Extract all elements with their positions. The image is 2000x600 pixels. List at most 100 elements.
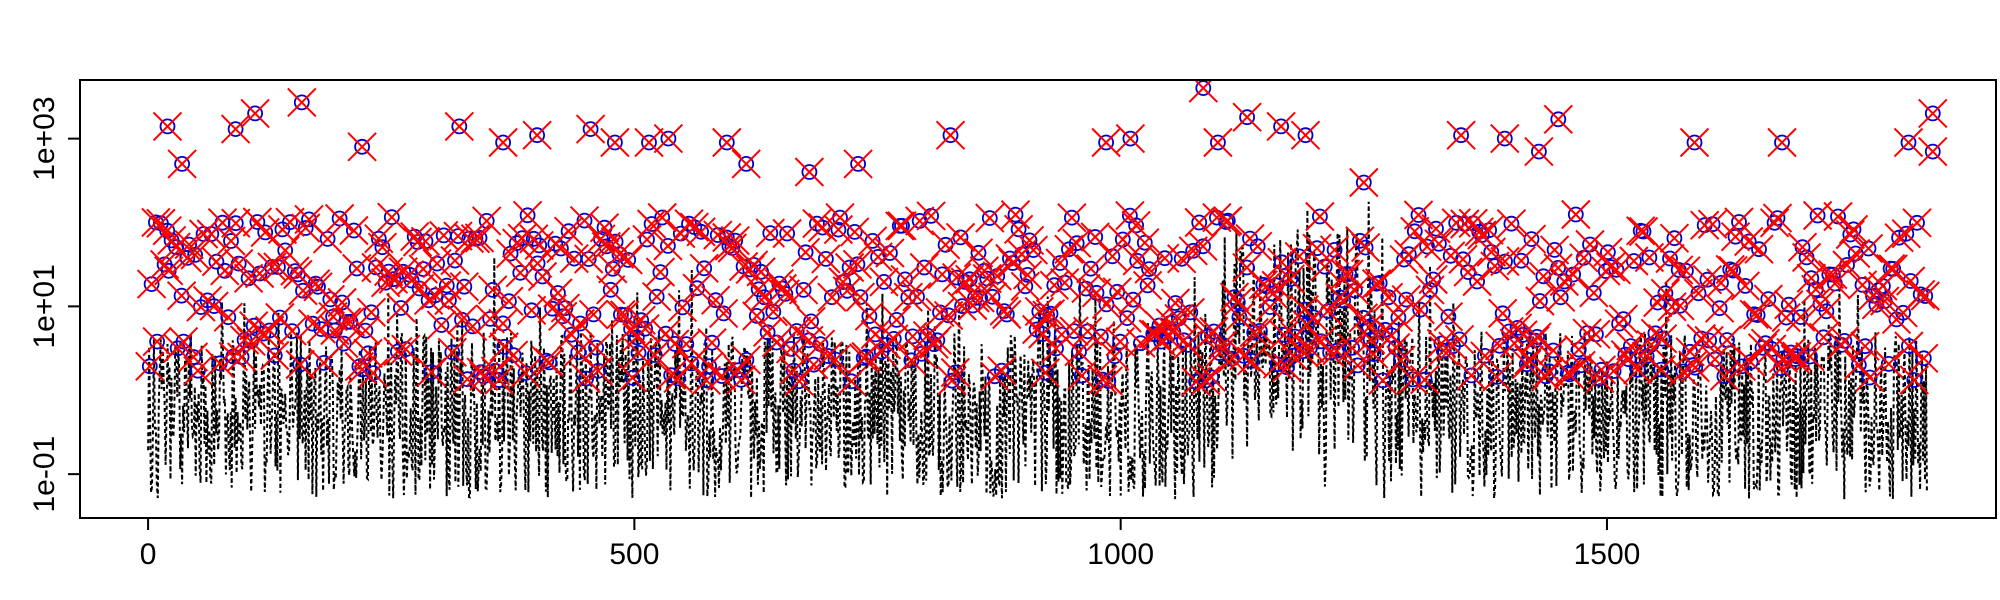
cross-marker — [1875, 253, 1906, 284]
cross-marker — [1412, 231, 1442, 262]
cross-marker — [1242, 231, 1273, 262]
circle-marker — [1218, 214, 1234, 230]
circle-marker — [471, 229, 488, 246]
cross-marker — [149, 249, 180, 280]
cross-marker — [897, 321, 928, 352]
cross-marker — [1767, 127, 1797, 158]
circle-marker — [1440, 308, 1457, 325]
cross-marker — [613, 245, 643, 275]
circle-marker — [1344, 339, 1360, 356]
cross-marker — [674, 208, 704, 239]
cross-marker — [1429, 335, 1459, 366]
cross-marker — [466, 357, 496, 387]
cross-marker — [1061, 228, 1092, 258]
circle-marker — [257, 224, 274, 241]
circle-marker — [1818, 303, 1835, 320]
circle-marker — [360, 345, 377, 362]
cross-marker — [1188, 231, 1218, 262]
cross-marker — [210, 256, 240, 286]
cross-marker — [1595, 252, 1626, 282]
circle-marker — [1129, 252, 1146, 269]
cross-marker — [1490, 123, 1520, 154]
circle-marker — [934, 266, 951, 283]
cross-marker — [1657, 292, 1687, 322]
circle-marker — [674, 299, 691, 316]
circle-marker — [572, 315, 589, 332]
circle-marker — [1615, 311, 1632, 328]
cross-marker — [1122, 246, 1152, 276]
cross-marker — [1255, 292, 1285, 322]
cross-marker — [1456, 360, 1487, 391]
cross-marker — [589, 212, 620, 243]
cross-marker — [679, 212, 710, 242]
cross-marker — [1850, 331, 1880, 361]
cross-marker — [1496, 208, 1527, 239]
cross-marker — [1191, 365, 1221, 396]
cross-marker — [488, 127, 518, 158]
cross-marker — [720, 225, 750, 256]
cross-marker — [626, 305, 656, 335]
circle-marker — [1487, 258, 1503, 275]
x-axis: 0 500 1000 1500 — [140, 518, 1640, 571]
circle-marker — [541, 354, 558, 371]
cross-marker — [1782, 341, 1812, 371]
cross-marker — [1663, 255, 1694, 285]
circle-marker — [588, 339, 604, 356]
cross-marker — [1086, 321, 1116, 352]
circle-marker — [648, 288, 665, 305]
cross-marker — [1581, 319, 1611, 350]
cross-marker — [494, 286, 524, 316]
cross-marker — [1787, 232, 1818, 262]
cross-marker — [1202, 202, 1232, 233]
circle-marker — [913, 345, 930, 362]
cross-marker — [1650, 278, 1681, 309]
circle-marker — [370, 230, 387, 247]
cross-marker — [820, 344, 851, 375]
cross-marker — [632, 224, 662, 255]
circle-marker — [1396, 251, 1412, 268]
cross-marker — [183, 355, 213, 386]
cross-marker — [240, 98, 270, 129]
cross-marker — [1726, 351, 1757, 382]
circle-marker — [1188, 373, 1204, 390]
circle-marker — [630, 344, 647, 361]
circle-marker — [1122, 130, 1139, 147]
cross-marker — [484, 365, 514, 395]
circle-marker — [713, 368, 730, 384]
cross-marker — [1239, 317, 1269, 348]
cross-marker — [1768, 343, 1799, 374]
circle-marker — [1291, 248, 1308, 265]
cross-marker — [559, 243, 589, 274]
cross-marker — [1585, 363, 1615, 394]
circle-marker — [1585, 284, 1602, 301]
cross-marker — [1902, 208, 1932, 238]
cross-marker — [444, 111, 475, 142]
cross-marker — [488, 308, 518, 339]
circle-marker — [803, 313, 819, 330]
cross-marker — [1306, 326, 1336, 357]
cross-marker — [788, 275, 819, 305]
cross-marker — [778, 355, 809, 386]
circle-marker — [1156, 250, 1173, 267]
cross-marker — [781, 316, 812, 346]
circle-marker — [1203, 369, 1220, 386]
circle-marker — [1900, 134, 1917, 151]
cross-marker — [1071, 273, 1101, 304]
circle-marker — [1264, 285, 1281, 302]
cross-marker — [259, 340, 290, 371]
circle-marker — [864, 232, 881, 249]
cross-marker — [1409, 364, 1440, 395]
cross-marker — [697, 327, 727, 358]
circle-marker — [1052, 255, 1068, 271]
cross-marker — [630, 313, 660, 344]
cross-marker — [726, 365, 756, 395]
circle-marker — [701, 358, 717, 375]
cross-marker — [1522, 322, 1552, 352]
circle-marker — [538, 352, 555, 369]
cross-marker — [647, 202, 677, 233]
circle-marker — [1312, 208, 1328, 225]
cross-marker — [1376, 320, 1407, 351]
cross-marker — [1742, 300, 1773, 330]
circle-marker — [1861, 369, 1878, 386]
